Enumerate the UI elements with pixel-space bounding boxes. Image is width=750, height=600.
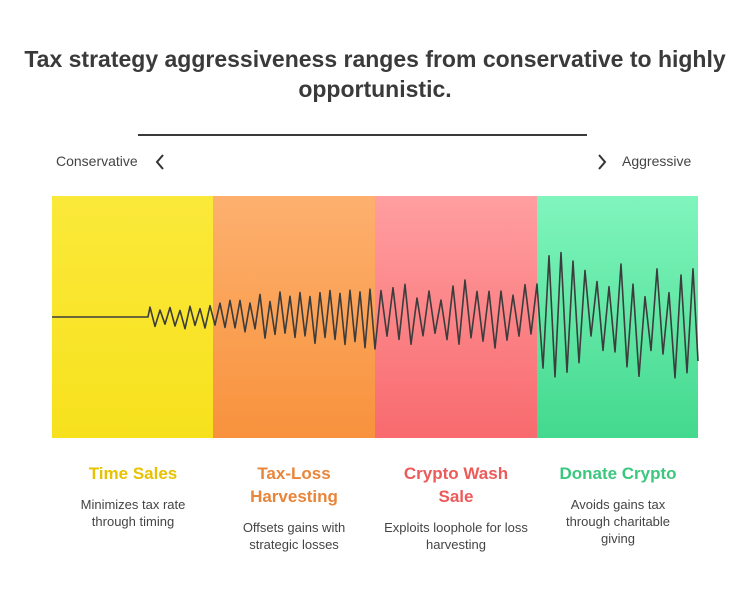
conservative-label: Conservative bbox=[56, 153, 138, 169]
strategy-title: Donate Crypto bbox=[559, 464, 677, 483]
strategy-title: Crypto Wash Sale bbox=[403, 464, 509, 506]
diagram-title: Tax strategy aggressiveness ranges from … bbox=[24, 46, 726, 102]
strategy-description: Minimizes tax rate through timing bbox=[80, 497, 186, 529]
scale-rule bbox=[138, 134, 587, 136]
strategy-description: Exploits loophole for loss harvesting bbox=[384, 520, 528, 552]
chevron-left-icon bbox=[155, 154, 164, 170]
strategy-tax-loss-harvesting: Tax-Loss Harvesting Offsets gains with s… bbox=[213, 462, 375, 553]
strategy-title: Time Sales bbox=[88, 464, 178, 483]
aggressive-label: Aggressive bbox=[622, 153, 692, 169]
strategy-description: Offsets gains with strategic losses bbox=[242, 520, 346, 552]
strategy-crypto-wash-sale: Crypto Wash Sale Exploits loophole for l… bbox=[375, 462, 537, 553]
strategy-title: Tax-Loss Harvesting bbox=[250, 464, 338, 506]
strategy-donate-crypto: Donate Crypto Avoids gains tax through c… bbox=[537, 462, 699, 547]
chevron-right-icon bbox=[598, 154, 607, 170]
strategy-description: Avoids gains tax through charitable givi… bbox=[565, 497, 671, 546]
strategy-time-sales: Time Sales Minimizes tax rate through ti… bbox=[52, 462, 214, 530]
